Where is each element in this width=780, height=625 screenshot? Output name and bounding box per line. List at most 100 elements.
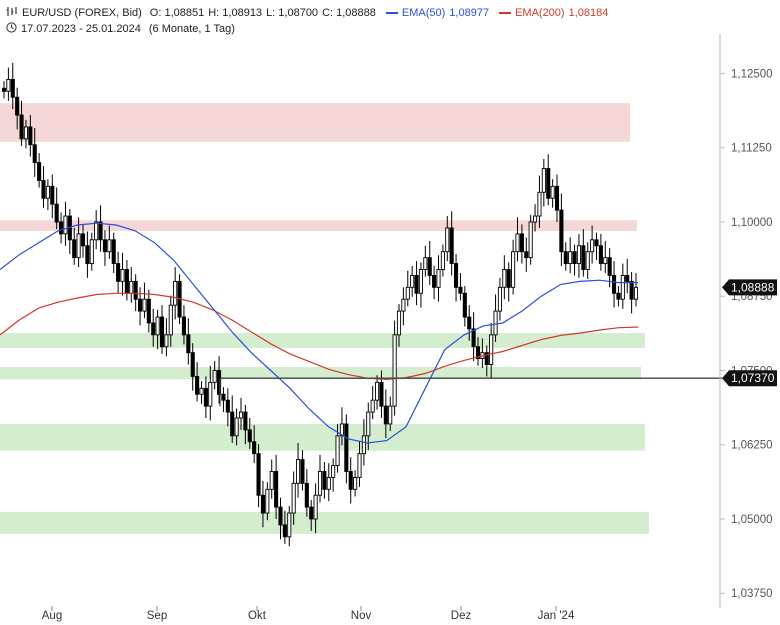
- clock-icon: [6, 22, 17, 36]
- candle-body: [278, 506, 283, 526]
- candle-body: [502, 269, 507, 288]
- candle-body: [396, 310, 402, 336]
- candle-body: [484, 352, 489, 366]
- y-tick-label: 1,11250: [731, 143, 772, 155]
- candle-body: [594, 239, 599, 247]
- candle-body: [524, 251, 529, 259]
- candle-body: [383, 405, 388, 425]
- x-tick-label: Dez: [451, 610, 472, 622]
- candle-body: [274, 471, 279, 508]
- candle-body: [168, 304, 173, 336]
- candle-body: [572, 251, 577, 265]
- candle-body: [260, 494, 265, 514]
- candle-body: [418, 269, 423, 294]
- candle-body: [581, 245, 586, 270]
- ema50-swatch: [385, 12, 398, 14]
- candle-body: [291, 482, 296, 514]
- close-value: C: 1,08888: [322, 7, 376, 19]
- candle-body: [585, 251, 590, 270]
- candle-body: [427, 257, 432, 276]
- candle-body: [497, 286, 502, 312]
- ema200-value: 1,08184: [568, 7, 609, 19]
- level-price-marker: [722, 370, 777, 387]
- y-tick-label: 1,10000: [731, 217, 773, 229]
- candle-body: [124, 269, 129, 294]
- support-zone: [0, 423, 645, 451]
- candle-body: [620, 274, 625, 300]
- candle-body: [445, 227, 450, 253]
- candle-body: [230, 411, 235, 437]
- candle-body: [133, 280, 138, 300]
- candle-body: [300, 459, 305, 484]
- candle-body: [111, 239, 116, 265]
- candle-body: [432, 274, 437, 288]
- candle-body: [401, 298, 406, 312]
- candle-body: [515, 233, 520, 253]
- y-tick-label: 1,05000: [731, 514, 773, 526]
- candle-body: [238, 411, 244, 419]
- ohlc-row: EUR/USD (FOREX, Bid) O: 1,08851 H: 1,089…: [6, 6, 612, 20]
- candle-body: [181, 316, 186, 336]
- candle-body: [392, 334, 397, 407]
- ema50-line: [0, 222, 638, 444]
- current-price-marker: [722, 279, 777, 296]
- candle-body: [537, 191, 542, 217]
- candle-body: [361, 435, 366, 455]
- candle-body: [159, 316, 165, 348]
- candle-body: [423, 257, 428, 270]
- candle-body: [138, 298, 143, 312]
- candle-body: [80, 233, 86, 247]
- candle-body: [63, 215, 68, 235]
- candle-body: [199, 387, 204, 395]
- period-info: (6 Monate, 1 Tag): [148, 23, 235, 35]
- candle-body: [173, 280, 178, 306]
- current-price-label: 1,08888: [731, 280, 775, 294]
- candle-body: [142, 298, 147, 312]
- candle-body: [541, 168, 546, 193]
- candle-body: [116, 263, 121, 282]
- candle-body: [366, 411, 371, 437]
- candle-body: [151, 322, 156, 336]
- candle-body: [217, 370, 222, 395]
- candle-body: [554, 185, 560, 211]
- candle-body: [15, 96, 20, 116]
- candle-body: [506, 269, 511, 288]
- candle-body: [252, 441, 257, 455]
- candle-body: [304, 482, 309, 508]
- candle-body: [440, 251, 445, 270]
- candle-body: [1, 87, 7, 92]
- candle-body: [370, 399, 375, 413]
- candle-body: [155, 316, 160, 336]
- y-tick-label: 1,06250: [731, 440, 773, 452]
- candle-body: [89, 239, 94, 265]
- ema50-label: EMA(50): [401, 7, 446, 19]
- candle-body: [379, 381, 384, 407]
- chart-header: EUR/USD (FOREX, Bid) O: 1,08851 H: 1,089…: [0, 0, 720, 40]
- candle-body: [563, 251, 568, 265]
- candle-body: [129, 280, 134, 294]
- candle-body: [462, 292, 467, 318]
- candle-body: [511, 251, 516, 288]
- candle-body: [85, 245, 90, 265]
- candle-body: [493, 310, 498, 336]
- x-tick-label: Nov: [351, 610, 372, 622]
- candle-body: [353, 476, 358, 490]
- candle-body: [528, 221, 533, 259]
- candle-body: [212, 370, 217, 383]
- candle-body: [94, 221, 99, 241]
- candle-body: [190, 352, 195, 377]
- candle-body: [598, 245, 603, 265]
- candle-body: [467, 316, 472, 330]
- x-tick-label: Okt: [248, 610, 267, 622]
- candle-body: [107, 239, 112, 253]
- candle-body: [37, 162, 42, 181]
- support-zone: [0, 333, 645, 348]
- ema50-value: 1,08977: [449, 7, 490, 19]
- candle-body: [326, 476, 331, 490]
- candle-body: [449, 227, 454, 265]
- candle-body: [590, 239, 595, 253]
- candle-body: [335, 435, 340, 466]
- candle-body: [265, 488, 270, 514]
- candle-body: [454, 263, 459, 288]
